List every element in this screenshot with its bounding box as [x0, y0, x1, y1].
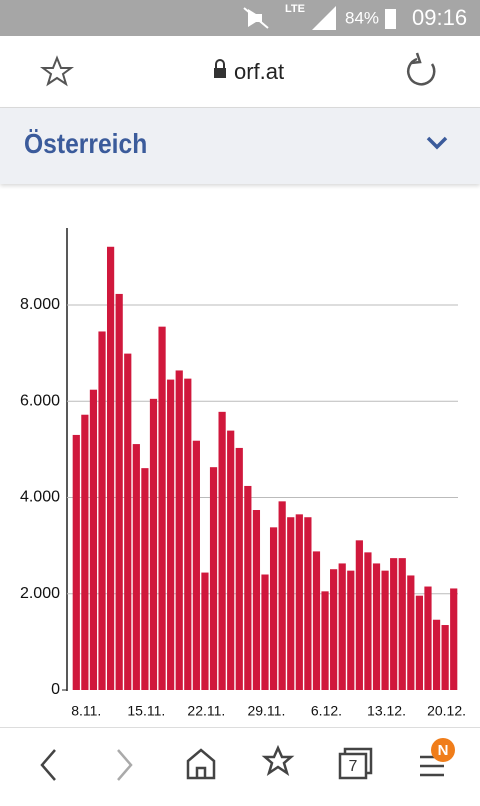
- bar: [278, 501, 286, 690]
- bar: [330, 569, 338, 690]
- bar: [132, 444, 140, 690]
- bar: [398, 558, 406, 690]
- bar: [235, 447, 243, 690]
- header-icons: [426, 136, 448, 150]
- bar: [450, 588, 458, 690]
- bar: [192, 440, 200, 690]
- clock: 09:16: [412, 5, 467, 30]
- bar: [141, 468, 149, 690]
- x-tick-label: 20.12.: [427, 703, 466, 719]
- region-title: Österreich: [24, 128, 148, 159]
- bar: [115, 293, 123, 690]
- battery-text: 84%: [345, 8, 379, 27]
- badge-text: N: [438, 742, 449, 759]
- reload-icon[interactable]: [407, 57, 436, 86]
- bar: [441, 625, 449, 690]
- bar: [407, 575, 415, 690]
- bar: [432, 619, 441, 690]
- x-tick-label: 6.12.: [311, 703, 342, 719]
- status-bar: LTE 84% 09:16: [0, 0, 480, 36]
- bar: [390, 558, 398, 690]
- tab-count: 7: [349, 758, 358, 775]
- mute-slash: [243, 7, 269, 29]
- x-tick-label: 13.12.: [367, 703, 406, 719]
- bar: [355, 540, 363, 690]
- bar: [184, 378, 192, 690]
- bar: [261, 574, 269, 690]
- bar: [269, 527, 278, 690]
- bar: [287, 517, 295, 690]
- bar: [424, 586, 432, 690]
- x-tick-label: 8.11.: [71, 703, 101, 719]
- bar: [175, 370, 183, 690]
- nav-icons: 7 N: [40, 738, 455, 781]
- bar: [218, 411, 226, 690]
- bar: [312, 551, 321, 690]
- bar: [227, 430, 235, 690]
- badge: [431, 738, 455, 762]
- tabs-back: [343, 747, 373, 775]
- tabs-button[interactable]: [338, 752, 368, 780]
- back-button[interactable]: [40, 749, 56, 781]
- y-tick-label: 2.000: [20, 585, 60, 602]
- x-tick-label: 29.11.: [247, 703, 285, 719]
- bar: [98, 331, 106, 690]
- bookmark-star[interactable]: [40, 55, 74, 87]
- bar: [321, 591, 329, 690]
- bar: [295, 514, 303, 690]
- x-tick-label: 22.11.: [187, 703, 225, 719]
- chevron[interactable]: [426, 136, 448, 150]
- bar: [106, 246, 115, 691]
- bar: [209, 467, 218, 690]
- bar: [81, 414, 89, 690]
- y-tick-label: 4.000: [20, 489, 60, 506]
- y-tick-label: 6.000: [20, 392, 60, 409]
- region-header[interactable]: Österreich: [0, 108, 480, 184]
- reload-arrow: [410, 52, 422, 65]
- bar: [72, 434, 80, 690]
- y-tick-label: 8.000: [20, 296, 60, 313]
- bookmarks-button[interactable]: [261, 744, 295, 776]
- bar: [347, 570, 355, 690]
- bottom-nav: 7 N: [0, 727, 480, 801]
- status-icons: LTE 84% 09:16: [243, 3, 467, 30]
- network-type: LTE: [285, 3, 305, 15]
- battery-icon: [385, 9, 396, 29]
- bar: [158, 326, 166, 690]
- bar: [244, 485, 252, 690]
- bar: [201, 572, 209, 690]
- y-tick-label: 0: [51, 681, 60, 698]
- browser-bar: orf.at: [0, 36, 480, 108]
- bar: [167, 379, 175, 690]
- bar: [415, 595, 424, 690]
- bar: [124, 353, 132, 690]
- bar: [372, 563, 381, 690]
- bar: [149, 398, 158, 690]
- lock-shackle: [215, 59, 225, 68]
- x-tick-label: 15.11.: [127, 703, 165, 719]
- home-button[interactable]: [186, 748, 216, 780]
- bar: [89, 389, 98, 690]
- bar: [252, 510, 261, 690]
- chart: 0 2.000 4.000 6.000 8.000 8.11. 15.11. 22.11. 29…: [20, 228, 466, 719]
- url[interactable]: orf.at: [234, 59, 284, 84]
- bar: [364, 552, 372, 690]
- bar: [338, 563, 346, 690]
- signal-icon: [312, 6, 336, 30]
- bar: [304, 517, 312, 690]
- browser-icons: orf.at: [40, 52, 436, 87]
- lock-icon: [214, 68, 226, 78]
- forward-button[interactable]: [117, 749, 133, 781]
- bar: [381, 570, 389, 690]
